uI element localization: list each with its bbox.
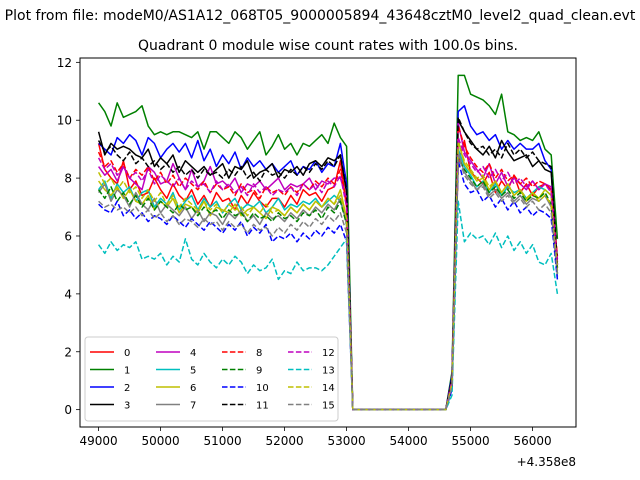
legend-label: 11 xyxy=(256,401,269,412)
x-tick-label: 54000 xyxy=(390,434,428,448)
y-tick-label: 4 xyxy=(64,287,72,301)
y-tick-label: 12 xyxy=(57,56,72,70)
legend-label: 12 xyxy=(322,348,335,359)
series-line-14 xyxy=(97,142,559,411)
series-line-15 xyxy=(98,154,559,411)
series-line-2 xyxy=(98,105,559,411)
x-tick-label: 51000 xyxy=(204,434,242,448)
x-axis-ticks: 49000 50000 51000 52000 53000 54000 55000 56000 xyxy=(80,427,552,448)
legend-label: 15 xyxy=(322,401,335,412)
x-tick-label: 49000 xyxy=(80,434,118,448)
figure-suptitle: Plot from file: modeM0/AS1A12_068T05_900… xyxy=(5,8,636,24)
y-tick-label: 6 xyxy=(64,229,72,243)
series-line-11 xyxy=(97,116,559,411)
legend-label: 7 xyxy=(190,401,196,412)
x-tick-label: 56000 xyxy=(514,434,552,448)
series-line-4 xyxy=(97,122,559,411)
x-tick-label: 52000 xyxy=(266,434,304,448)
plot-frame xyxy=(79,57,577,428)
legend-label: 6 xyxy=(190,383,196,394)
series-line-1 xyxy=(97,74,559,411)
x-axis-offset-text: +4.358e8 xyxy=(517,455,576,469)
legend-label: 1 xyxy=(124,366,130,377)
series-line-9 xyxy=(97,157,559,411)
series-line-7 xyxy=(97,151,559,411)
legend-label: 3 xyxy=(124,401,130,412)
x-tick-label: 50000 xyxy=(142,434,180,448)
x-tick-label: 53000 xyxy=(328,434,366,448)
series-line-8 xyxy=(97,125,559,411)
chart-title: Quadrant 0 module wise count rates with … xyxy=(138,38,518,54)
series-line-12 xyxy=(97,136,559,411)
series-line-13 xyxy=(97,200,559,411)
legend-label: 14 xyxy=(322,383,335,394)
legend-label: 13 xyxy=(322,366,335,377)
legend-label: 10 xyxy=(256,383,269,394)
legend-label: 9 xyxy=(256,366,262,377)
series-line-3 xyxy=(97,119,559,411)
y-tick-label: 8 xyxy=(64,172,72,186)
legend-label: 2 xyxy=(124,383,130,394)
series-lines xyxy=(97,74,559,411)
y-tick-label: 0 xyxy=(64,403,72,417)
y-axis-ticks: 0 2 4 6 8 10 12 xyxy=(57,56,80,417)
legend-label: 4 xyxy=(190,348,196,359)
x-tick-label: 55000 xyxy=(452,434,490,448)
y-tick-label: 2 xyxy=(64,345,72,359)
legend-label: 5 xyxy=(190,366,196,377)
plot-axes: 49000 50000 51000 52000 53000 54000 55000 56000… xyxy=(57,56,577,469)
legend-label: 8 xyxy=(256,348,262,359)
y-tick-label: 10 xyxy=(57,114,72,128)
legend-box xyxy=(84,336,339,422)
legend-label: 0 xyxy=(124,348,130,359)
